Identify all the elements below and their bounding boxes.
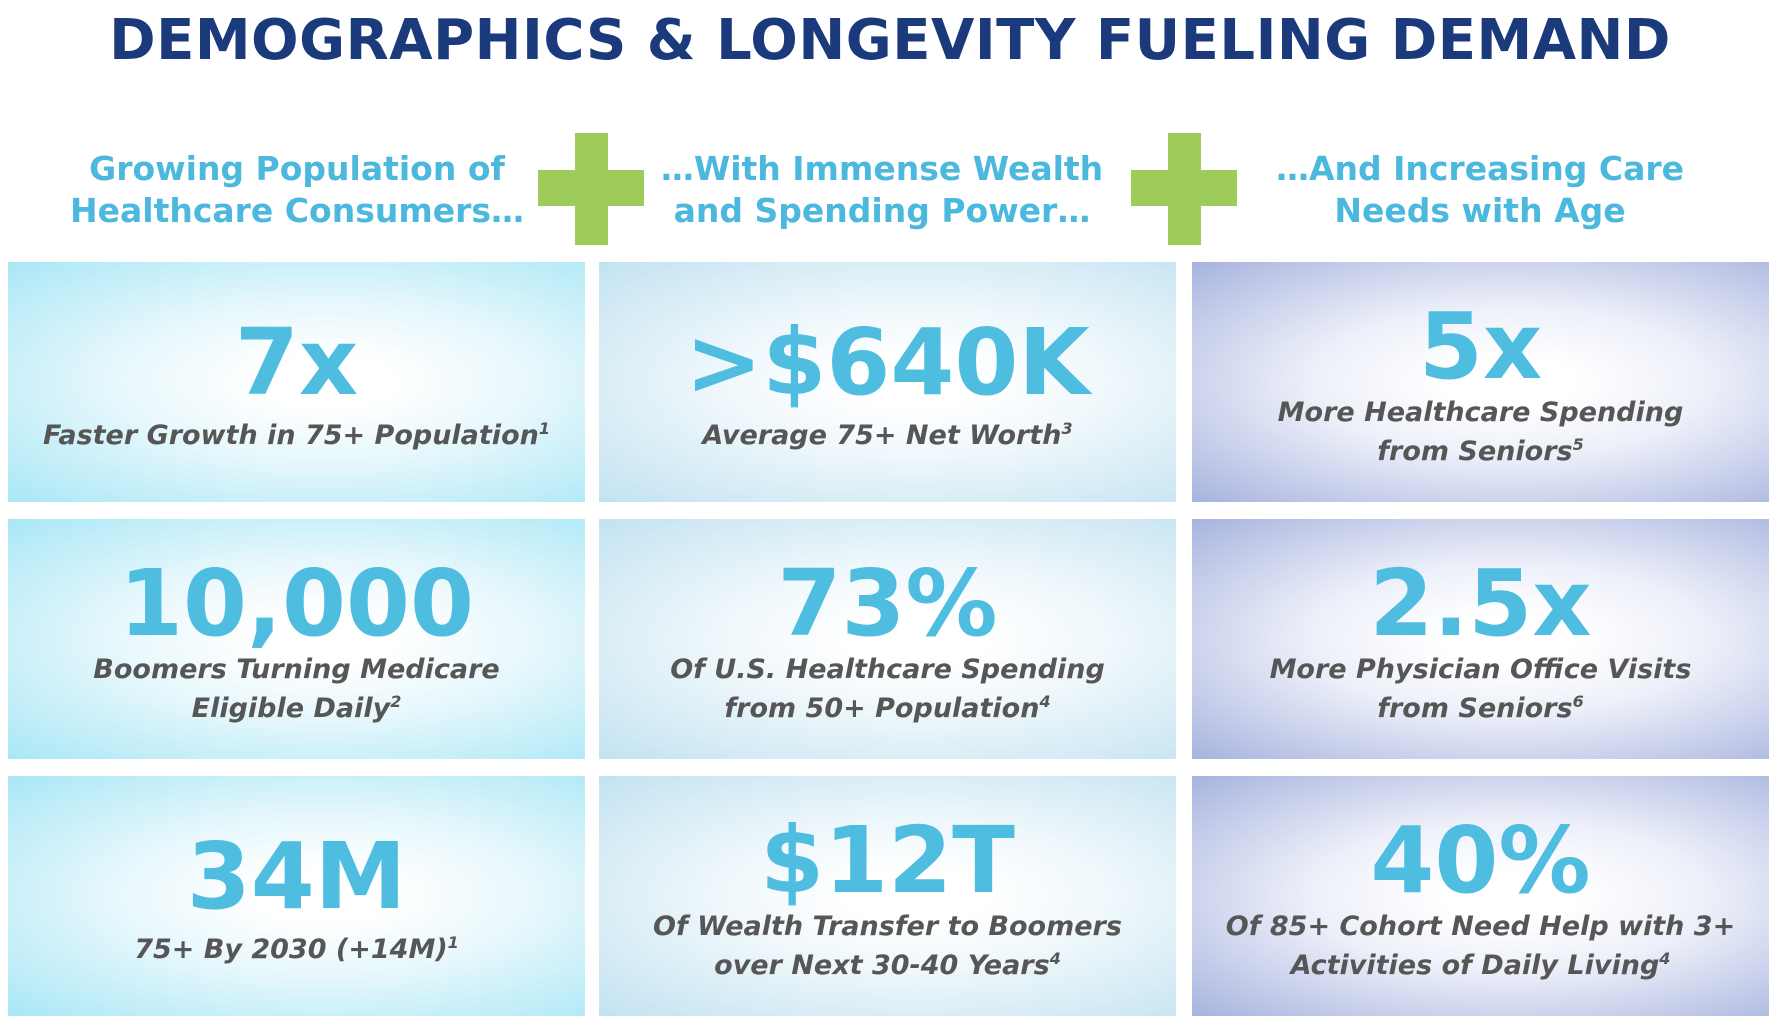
stat-tile: 10,000 Boomers Turning Medicare Eligible D… (8, 519, 585, 759)
stat-caption: Of Wealth Transfer to Boomers over Next 3… (653, 911, 1122, 982)
stat-caption: Of 85+ Cohort Need Help with 3+ Activitie… (1226, 911, 1735, 982)
stat-caption: 75+ By 2030 (+14M)1 (134, 927, 459, 966)
caption-line: Activities of Daily Living4 (1226, 943, 1735, 982)
stat-caption: More Physician Office Visits from Seniors… (1270, 654, 1692, 725)
caption-text: 75+ By 2030 (+14M) (134, 933, 448, 965)
caption-line: Boomers Turning Medicare (93, 654, 499, 686)
stat-value: $12T (760, 806, 1015, 914)
caption-text: Of U.S. Healthcare Spending (670, 653, 1105, 685)
caption-line: Faster Growth in 75+ Population1 (43, 413, 550, 452)
footnote-ref: 5 (1572, 434, 1584, 454)
header-line: Growing Population of (89, 149, 505, 188)
caption-text: More Healthcare Spending (1277, 396, 1684, 428)
caption-line: over Next 30-40 Years4 (653, 943, 1122, 982)
caption-text: Of 85+ Cohort Need Help with 3+ (1225, 910, 1736, 942)
caption-line: Of U.S. Healthcare Spending (670, 654, 1105, 686)
stat-tile: $12T Of Wealth Transfer to Boomers over Ne… (599, 776, 1176, 1016)
caption-line: from 50+ Population4 (670, 686, 1105, 725)
stat-value: 73% (777, 549, 998, 657)
stat-value: 40% (1370, 806, 1591, 914)
caption-text: from 50+ Population (724, 692, 1040, 724)
header-line: Needs with Age (1334, 191, 1626, 230)
stat-value: 34M (186, 822, 407, 930)
stat-value: >$640K (685, 308, 1090, 416)
header-line: …With Immense Wealth (660, 149, 1104, 188)
header-line: …And Increasing Care (1275, 149, 1685, 188)
stat-value: 10,000 (118, 549, 475, 657)
stat-caption: Average 75+ Net Worth3 (702, 413, 1072, 452)
caption-text: Boomers Turning Medicare (93, 653, 500, 685)
caption-line: More Healthcare Spending (1278, 397, 1684, 429)
caption-text: from Seniors (1377, 692, 1573, 724)
stat-tile: 40% Of 85+ Cohort Need Help with 3+ Activi… (1192, 776, 1769, 1016)
stat-caption: Boomers Turning Medicare Eligible Daily2 (93, 654, 499, 725)
caption-text: More Physician Office Visits (1269, 653, 1692, 685)
column-header: …With Immense Wealth and Spending Power… (622, 148, 1142, 232)
slide-title: DEMOGRAPHICS & LONGEVITY FUELING DEMAND (109, 8, 1671, 73)
caption-line: Of Wealth Transfer to Boomers (653, 911, 1122, 943)
caption-line: Average 75+ Net Worth3 (702, 413, 1072, 452)
stat-tile: 34M 75+ By 2030 (+14M)1 (8, 776, 585, 1016)
stat-value: 7x (234, 308, 359, 416)
caption-text: Eligible Daily (191, 692, 391, 724)
plus-bar (538, 170, 644, 206)
stat-caption: Faster Growth in 75+ Population1 (43, 413, 550, 452)
caption-line: from Seniors5 (1278, 429, 1684, 468)
caption-text: over Next 30-40 Years (714, 949, 1050, 981)
stat-value: 2.5x (1369, 549, 1592, 657)
stat-tile: 73% Of U.S. Healthcare Spending from 50+ P… (599, 519, 1176, 759)
footnote-ref: 4 (1049, 948, 1061, 968)
header-line: and Spending Power… (673, 191, 1091, 230)
stat-tile: 7x Faster Growth in 75+ Population1 (8, 262, 585, 502)
caption-line: Eligible Daily2 (93, 686, 499, 725)
caption-line: Of 85+ Cohort Need Help with 3+ (1226, 911, 1735, 943)
footnote-ref: 1 (447, 932, 459, 952)
caption-text: Average 75+ Net Worth (702, 419, 1062, 451)
footnote-ref: 4 (1039, 691, 1051, 711)
stat-caption: More Healthcare Spending from Seniors5 (1278, 397, 1684, 468)
column-header: Growing Population of Healthcare Consumer… (37, 148, 557, 232)
footnote-ref: 2 (390, 691, 402, 711)
footnote-ref: 1 (538, 418, 550, 438)
stat-tile: 2.5x More Physician Office Visits from Sen… (1192, 519, 1769, 759)
plus-icon (538, 133, 644, 245)
stat-value: 5x (1418, 292, 1543, 400)
caption-text: Faster Growth in 75+ Population (43, 419, 539, 451)
stat-caption: Of U.S. Healthcare Spending from 50+ Popu… (670, 654, 1105, 725)
caption-text: from Seniors (1377, 435, 1573, 467)
column-header: …And Increasing Care Needs with Age (1220, 148, 1740, 232)
header-line: Healthcare Consumers… (69, 191, 525, 230)
footnote-ref: 3 (1061, 418, 1073, 438)
plus-icon (1131, 133, 1237, 245)
footnote-ref: 6 (1572, 691, 1584, 711)
caption-text: Of Wealth Transfer to Boomers (653, 910, 1122, 942)
caption-text: Activities of Daily Living (1290, 949, 1660, 981)
caption-line: 75+ By 2030 (+14M)1 (134, 927, 459, 966)
stat-tile: >$640K Average 75+ Net Worth3 (599, 262, 1176, 502)
footnote-ref: 4 (1659, 948, 1671, 968)
caption-line: from Seniors6 (1270, 686, 1692, 725)
stat-tile: 5x More Healthcare Spending from Seniors5 (1192, 262, 1769, 502)
caption-line: More Physician Office Visits (1270, 654, 1692, 686)
plus-bar (1131, 170, 1237, 206)
